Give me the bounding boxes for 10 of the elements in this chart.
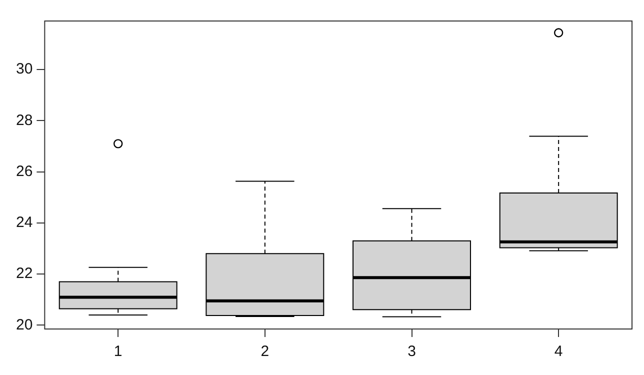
x-tick-label: 1: [114, 343, 122, 360]
y-tick-label: 22: [16, 265, 33, 282]
y-tick-label: 24: [16, 214, 33, 232]
y-tick-label: 30: [16, 60, 33, 78]
y-tick-label: 28: [16, 112, 33, 129]
x-tick-label: 2: [260, 343, 270, 360]
y-tick-label: 26: [16, 162, 33, 180]
x-tick-label: 3: [408, 343, 416, 360]
y-tick-label: 20: [16, 316, 33, 334]
x-tick-label: 4: [554, 343, 563, 360]
